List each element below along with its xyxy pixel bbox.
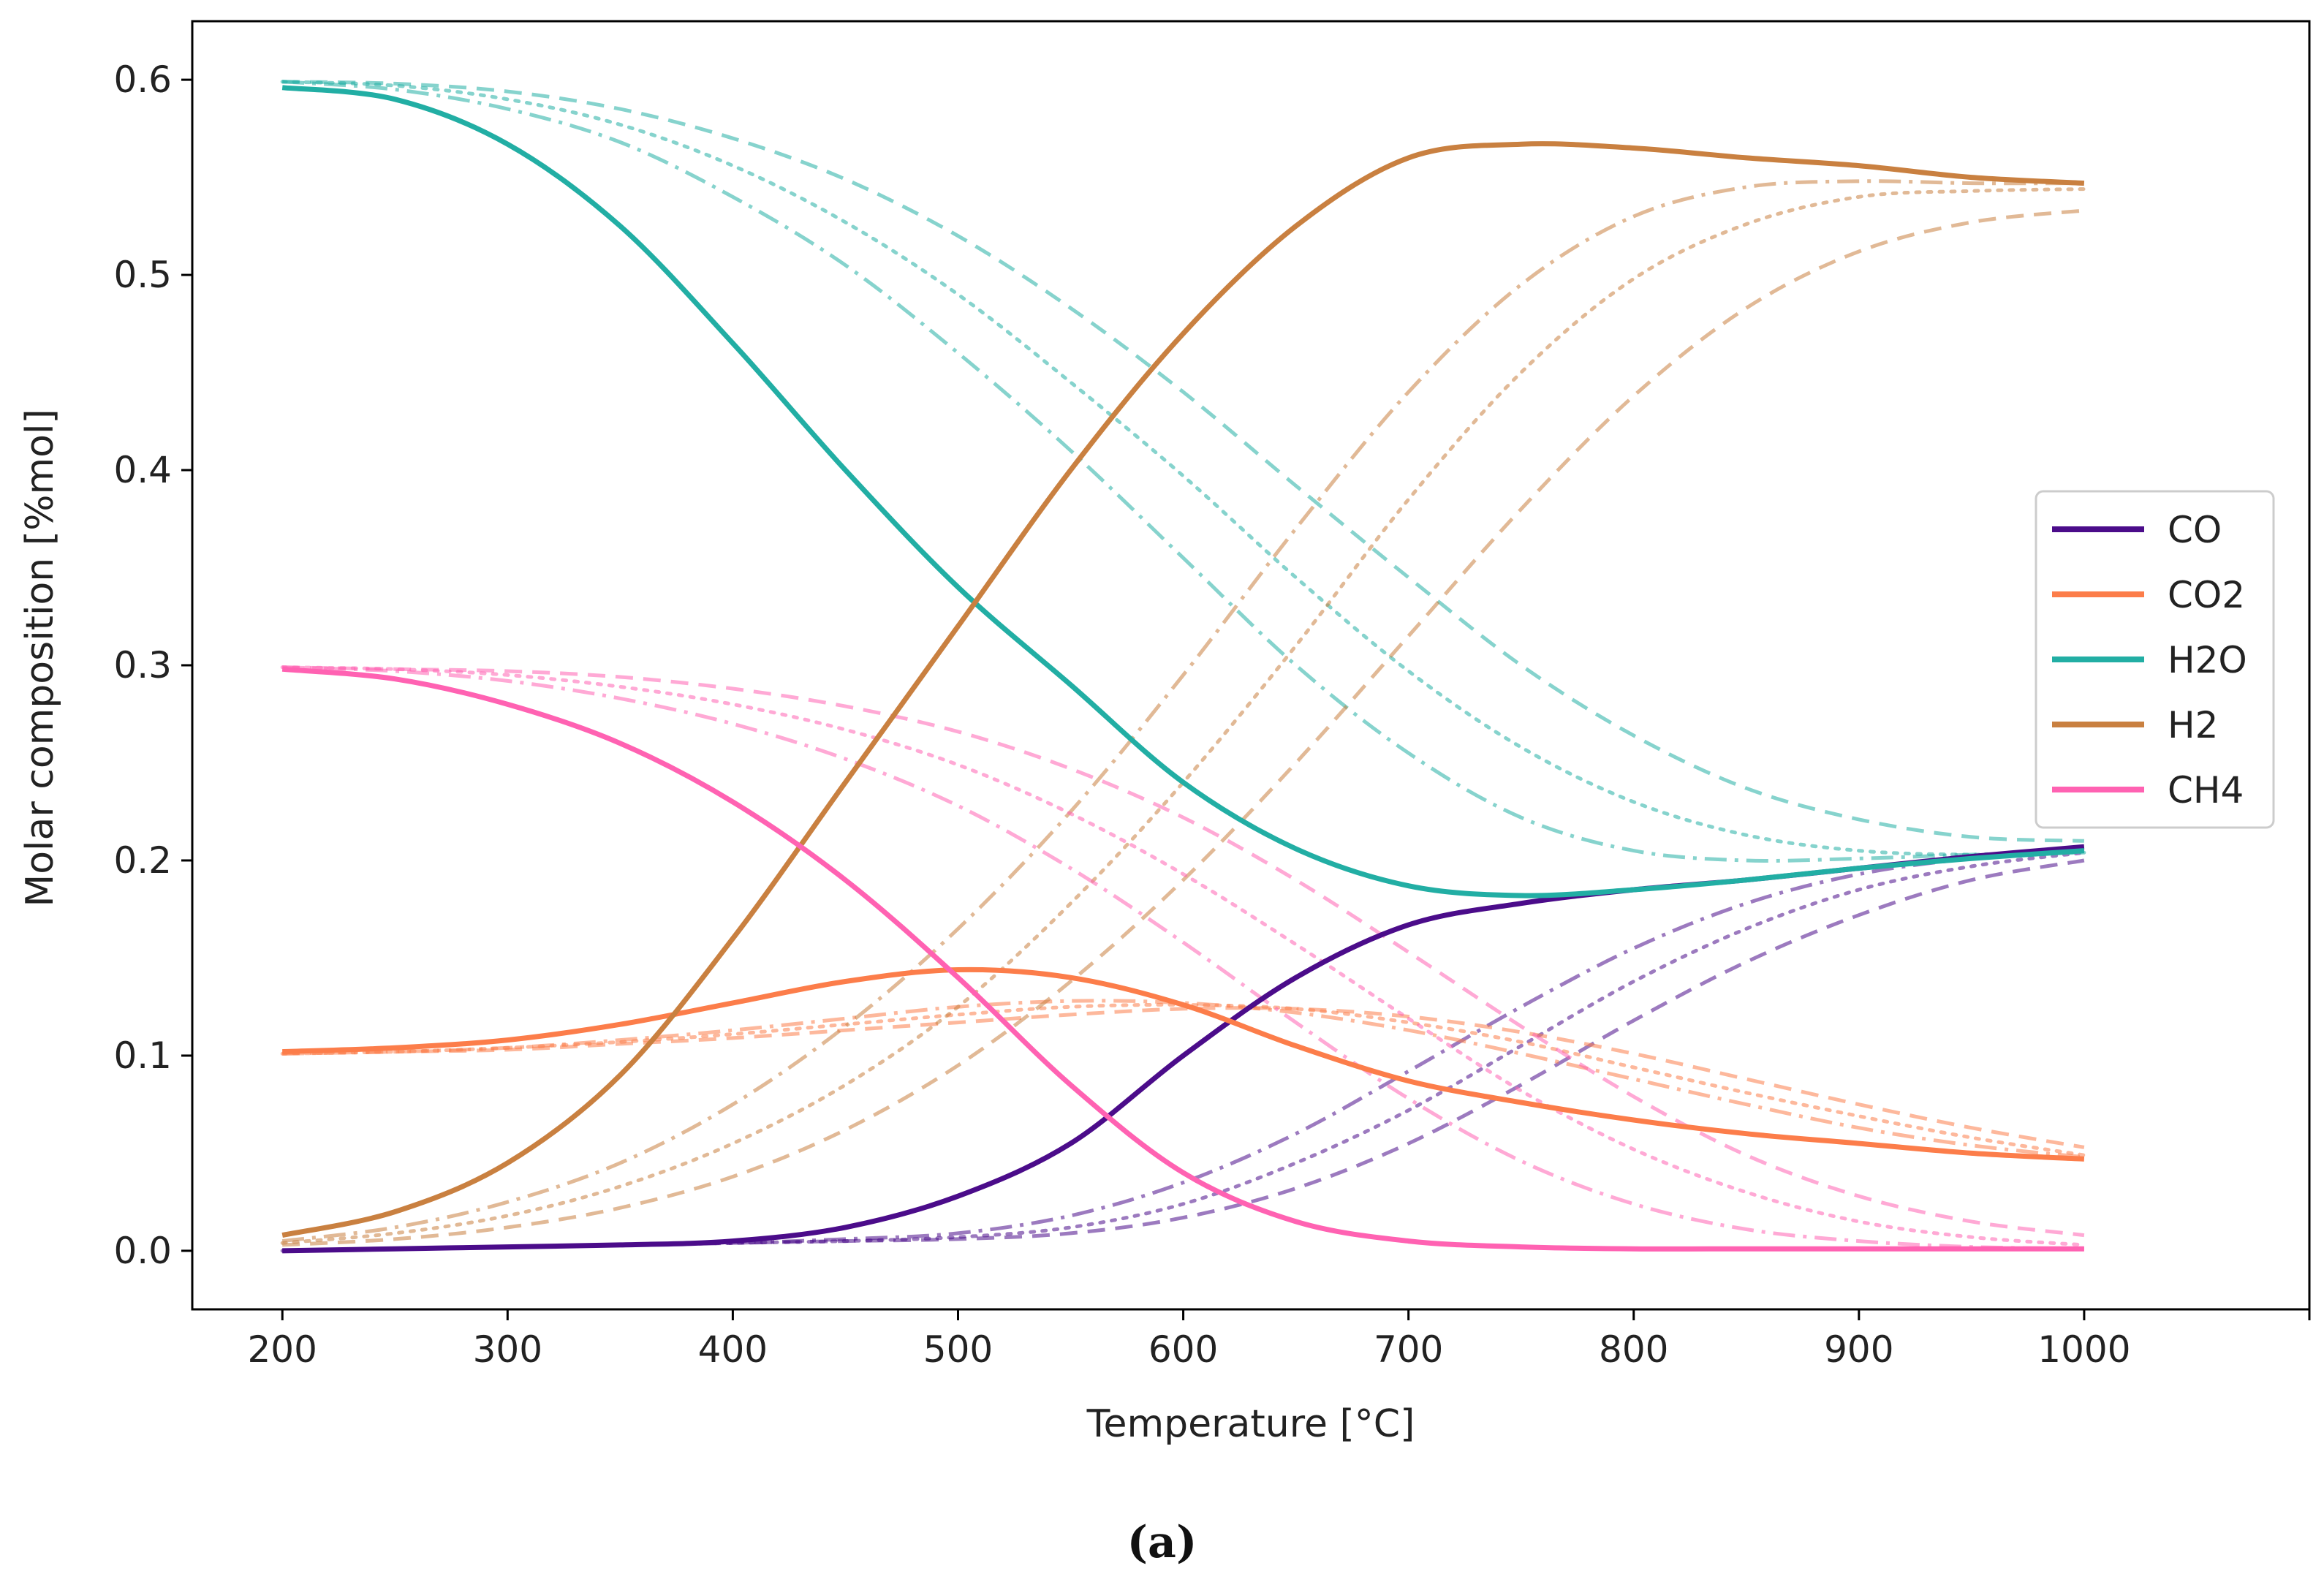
legend-label-h2o: H2O bbox=[2168, 639, 2247, 681]
legend-box bbox=[2035, 490, 2275, 829]
x-tick-label: 500 bbox=[923, 1328, 993, 1371]
series-line-h2o-dashdot bbox=[282, 80, 2084, 863]
series-line-h2o-solid bbox=[281, 85, 2085, 898]
legend-label-h2: H2 bbox=[2168, 704, 2218, 746]
legend: CO CO2 H2O H2 CH4 bbox=[2035, 490, 2275, 829]
series-line-h2o-dotted bbox=[280, 80, 2086, 857]
legend-label-co: CO bbox=[2168, 509, 2222, 551]
y-tick-label: 0.2 bbox=[113, 839, 172, 882]
series-line-h2-solid bbox=[281, 141, 2085, 1238]
x-tick-label: 700 bbox=[1374, 1328, 1443, 1371]
x-tick-label: 1000 bbox=[2037, 1328, 2130, 1371]
x-tick-label: 900 bbox=[1824, 1328, 1893, 1371]
series-line-ch4-dashdot bbox=[282, 665, 2084, 1251]
y-tick-label: 0.5 bbox=[113, 254, 172, 296]
series-line-ch4-solid bbox=[281, 666, 2084, 1252]
series-line-ch4-dotted bbox=[280, 665, 2086, 1247]
series-line-ch4-dashed bbox=[282, 665, 2085, 1238]
series-line-co-dashdot bbox=[282, 849, 2085, 1253]
legend-label-co2: CO2 bbox=[2168, 574, 2245, 616]
x-tick-label: 600 bbox=[1148, 1328, 1218, 1371]
x-tick-label: 800 bbox=[1599, 1328, 1668, 1371]
y-tick-label: 0.0 bbox=[113, 1230, 172, 1272]
series-layer bbox=[280, 80, 2086, 1254]
series-line-co2-dashed bbox=[282, 1006, 2085, 1149]
x-axis-label: Temperature [°C] bbox=[1086, 1402, 1415, 1446]
figure-caption-text: (a) bbox=[1127, 1517, 1197, 1568]
y-axis: 0.0 0.1 0.2 0.3 0.4 0.5 0.6 bbox=[113, 58, 192, 1272]
y-axis-label: Molar composition [%mol] bbox=[18, 409, 62, 907]
x-tick-label: 200 bbox=[248, 1328, 317, 1371]
series-line-h2o-dashed bbox=[282, 80, 2084, 843]
x-tick-label: 400 bbox=[698, 1328, 768, 1371]
plot-frame bbox=[191, 20, 2311, 1311]
series-line-h2-dotted bbox=[280, 187, 2086, 1245]
series-line-co-dotted bbox=[280, 850, 2086, 1253]
legend-label-ch4: CH4 bbox=[2168, 769, 2244, 811]
series-line-co2-solid bbox=[282, 966, 2085, 1162]
y-tick-label: 0.3 bbox=[113, 644, 172, 686]
series-line-co-solid bbox=[282, 844, 2085, 1254]
series-line-h2-dashed bbox=[282, 208, 2085, 1247]
x-tick-label: 300 bbox=[473, 1328, 542, 1371]
y-tick-label: 0.4 bbox=[113, 449, 172, 491]
figure-caption: (a) bbox=[0, 1517, 2324, 1568]
series-line-h2-dashdot bbox=[281, 179, 2084, 1244]
x-axis: 200 300 400 500 600 700 800 900 1000 bbox=[248, 1309, 2311, 1371]
y-tick-label: 0.6 bbox=[113, 58, 172, 101]
y-tick-label: 0.1 bbox=[113, 1034, 172, 1077]
